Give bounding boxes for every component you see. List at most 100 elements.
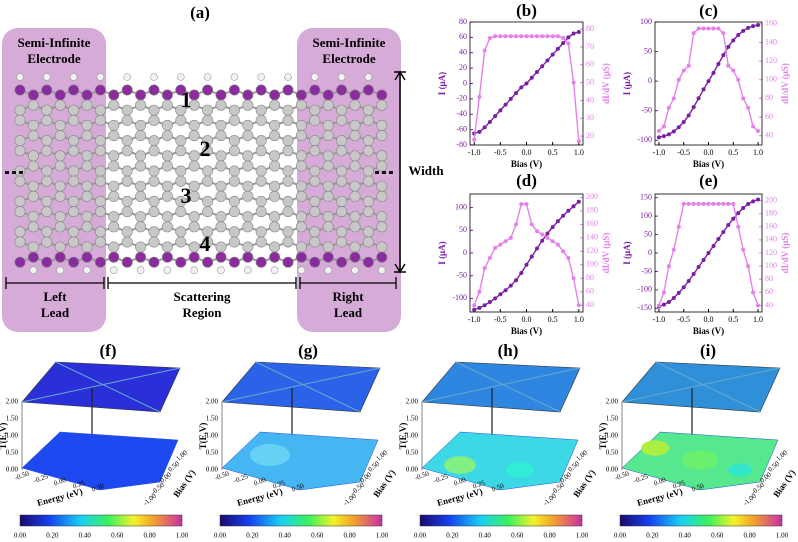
hydrogen <box>351 266 359 275</box>
colorbar-tick-label: 0.40 <box>279 532 292 540</box>
atom <box>188 150 200 162</box>
energy-tick-label: 0.00 <box>653 476 668 488</box>
energy-tick-label: 0.00 <box>453 476 468 488</box>
hydrogen <box>177 73 185 81</box>
data-point <box>721 53 726 58</box>
data-point <box>696 96 701 101</box>
data-point <box>681 201 686 206</box>
data-point <box>487 119 492 124</box>
data-point <box>477 129 482 134</box>
atom <box>228 195 240 207</box>
atom <box>41 114 53 126</box>
y-tick-label: -50 <box>641 266 652 275</box>
z-tick-label: 1.00 <box>206 432 219 440</box>
data-point <box>656 303 661 308</box>
atom <box>255 165 267 177</box>
data-point <box>493 296 498 301</box>
data-point <box>519 270 524 275</box>
atom <box>108 221 120 233</box>
atom <box>188 99 200 111</box>
atom <box>121 135 133 147</box>
atom <box>242 130 254 142</box>
colorbar <box>619 514 783 527</box>
data-point <box>493 34 498 39</box>
atom <box>54 241 66 253</box>
z-tick-label: 1.00 <box>606 432 619 440</box>
colorbar-tick-label: 0.00 <box>614 532 627 540</box>
atom <box>135 190 147 202</box>
atom <box>121 114 133 126</box>
y2-tick-label: 70 <box>586 42 594 51</box>
y-tick-label: 0 <box>648 248 652 257</box>
lead-arrows <box>5 277 397 289</box>
x-tick-label: -0.5 <box>677 148 690 157</box>
panel-label: (i) <box>700 341 716 360</box>
atom <box>309 84 321 96</box>
atom <box>215 190 227 202</box>
surface <box>421 431 579 491</box>
y2-tick-label: 40 <box>586 95 594 104</box>
x-tick-label: 0.5 <box>548 148 558 157</box>
atom <box>175 236 187 248</box>
atom <box>215 130 227 142</box>
atom <box>362 104 374 116</box>
atom <box>242 89 254 101</box>
y-axis-label: I (μA) <box>437 72 447 95</box>
bias-axis-label: Bias (V) <box>371 468 397 499</box>
y-tick-label: 100 <box>455 202 467 211</box>
atom <box>148 256 160 268</box>
atom <box>135 211 147 223</box>
data-point <box>561 213 566 218</box>
colorbar <box>419 514 583 527</box>
atom <box>81 211 93 223</box>
atom <box>108 89 120 101</box>
surface-patch <box>641 440 669 456</box>
atom <box>362 256 374 268</box>
atom <box>269 180 281 192</box>
data-point <box>545 235 550 240</box>
data-point <box>487 256 492 261</box>
data-point <box>706 79 711 84</box>
data-point <box>756 22 761 27</box>
x-tick-label: 0.0 <box>522 315 532 324</box>
data-point <box>550 34 555 39</box>
atom <box>27 119 39 131</box>
energy-axis-label: Energy (eV) <box>436 486 484 508</box>
colorbar-tick-label: 0.20 <box>446 532 459 540</box>
lid-diagonals <box>421 361 581 413</box>
data-point <box>691 201 696 206</box>
data-point <box>555 46 560 51</box>
atom <box>161 211 173 223</box>
y2-tick-label: 40 <box>765 131 773 140</box>
atom <box>322 190 334 202</box>
atom <box>336 175 348 187</box>
x-axis-label: Bias (V) <box>693 159 724 169</box>
colorbar-tick-label: 0.80 <box>743 532 756 540</box>
atom <box>188 190 200 202</box>
atom <box>349 89 361 101</box>
atom <box>108 211 120 223</box>
hydrogen <box>257 73 266 81</box>
data-point <box>534 34 539 39</box>
atom <box>242 241 254 253</box>
data-point <box>576 29 581 34</box>
colorbar-tick-label: 1.00 <box>176 532 189 540</box>
atom <box>202 104 214 116</box>
energy-axis-label: Energy (eV) <box>236 486 284 508</box>
atom <box>135 119 147 131</box>
data-point <box>661 134 666 139</box>
z-tick-label: 1.50 <box>6 415 19 423</box>
atom <box>27 241 39 253</box>
atom <box>121 175 133 187</box>
z-tick-label: 2.00 <box>606 398 619 406</box>
data-point <box>731 216 736 221</box>
atom <box>336 114 348 126</box>
atom <box>94 145 106 157</box>
surface-lid <box>621 361 781 413</box>
z-axis-label: T(E,V) <box>0 423 8 450</box>
atom <box>14 236 26 248</box>
atom <box>269 119 281 131</box>
y-tick-label: 0 <box>648 76 652 85</box>
data-point <box>487 300 492 305</box>
series-line <box>473 201 580 311</box>
